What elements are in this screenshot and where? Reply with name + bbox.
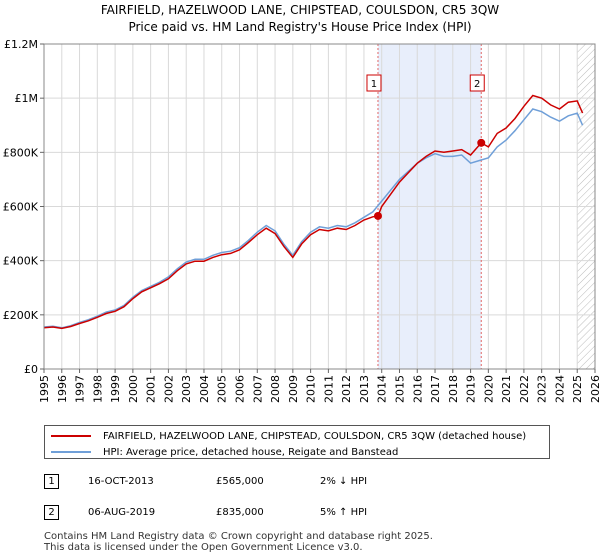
y-tick-label: £1M [15, 92, 39, 105]
x-tick-label: 2011 [322, 375, 335, 403]
x-tick-label: 1998 [91, 375, 104, 403]
sale-hpi-change: 5% ↑ HPI [320, 507, 368, 518]
sale-marker-box [469, 74, 485, 92]
x-tick-label: 2012 [340, 375, 353, 403]
y-tick-label: £200K [3, 309, 39, 322]
sale-marker-label: 2 [474, 79, 480, 90]
legend-swatch-property [51, 435, 91, 437]
legend-label-hpi: HPI: Average price, detached house, Reig… [103, 446, 399, 458]
x-tick-label: 2017 [429, 375, 442, 403]
x-tick-label: 2024 [553, 375, 566, 403]
x-tick-label: 1995 [38, 375, 51, 403]
x-tick-label: 2018 [447, 375, 460, 403]
sale-hpi-change: 2% ↓ HPI [320, 476, 368, 487]
hpi-series-line [43, 108, 584, 329]
footer-copyright: Contains HM Land Registry data © Crown c… [44, 531, 433, 542]
x-tick-label: 2020 [482, 375, 495, 403]
price-chart: 1 2 £0 £200K £400K £600K £800K £1M £1.2M 1995 199… [3, 38, 600, 403]
x-tick-label: 2005 [216, 375, 229, 403]
y-tick-label: £1.2M [4, 38, 38, 51]
x-tick-label: 1996 [56, 375, 69, 403]
x-tick-label: 2021 [500, 375, 513, 403]
x-tick-label: 2023 [536, 375, 549, 403]
x-tick-label: 2001 [145, 375, 158, 403]
x-tick-label: 2016 [411, 375, 424, 403]
sale-badge: 2 [44, 505, 59, 520]
legend-item-property: FAIRFIELD, HAZELWOOD LANE, CHIPSTEAD, CO… [51, 429, 526, 443]
legend-item-hpi: HPI: Average price, detached house, Reig… [51, 445, 398, 459]
footer-licence: This data is licensed under the Open Gov… [44, 542, 363, 553]
sale-point [373, 211, 382, 220]
x-tick-label: 2019 [465, 375, 478, 403]
x-tick-label: 2025 [571, 375, 584, 403]
sale-point [477, 138, 486, 147]
sale-price: £565,000 [216, 476, 264, 487]
sale-date: 06-AUG-2019 [88, 507, 156, 518]
x-tick-label: 2022 [518, 375, 531, 403]
x-tick-label: 2003 [180, 375, 193, 403]
sale-badge: 1 [44, 474, 59, 489]
legend-label-property: FAIRFIELD, HAZELWOOD LANE, CHIPSTEAD, CO… [103, 430, 527, 442]
chart-title: FAIRFIELD, HAZELWOOD LANE, CHIPSTEAD, CO… [100, 3, 500, 17]
x-tick-label: 2002 [162, 375, 175, 403]
x-tick-label: 2008 [269, 375, 282, 403]
y-tick-label: £600K [3, 201, 39, 214]
x-tick-label: 2006 [234, 375, 247, 403]
x-tick-label: 2013 [358, 375, 371, 403]
x-tick-label: 2007 [251, 375, 264, 403]
y-tick-label: £800K [3, 146, 39, 159]
sale-date: 16-OCT-2013 [88, 476, 154, 487]
legend-swatch-hpi [51, 451, 91, 453]
y-tick-label: £0 [24, 363, 38, 376]
chart-subtitle: Price paid vs. HM Land Registry's House … [128, 20, 472, 34]
x-tick-label: 2009 [287, 375, 300, 403]
chart-legend: FAIRFIELD, HAZELWOOD LANE, CHIPSTEAD, CO… [44, 425, 550, 459]
x-tick-label: 2010 [305, 375, 318, 403]
sale-marker-label: 1 [371, 79, 377, 90]
property-series-line [43, 94, 584, 330]
x-tick-label: 2000 [127, 375, 140, 403]
sale-price: £835,000 [216, 507, 264, 518]
y-tick-label: £400K [3, 255, 39, 268]
x-tick-label: 2026 [589, 375, 600, 403]
x-tick-label: 2014 [376, 375, 389, 403]
x-tick-label: 1997 [74, 375, 87, 403]
sale-marker-box [366, 74, 382, 92]
x-tick-label: 2015 [393, 375, 406, 403]
x-tick-label: 1999 [109, 375, 122, 403]
x-tick-label: 2004 [198, 375, 211, 403]
